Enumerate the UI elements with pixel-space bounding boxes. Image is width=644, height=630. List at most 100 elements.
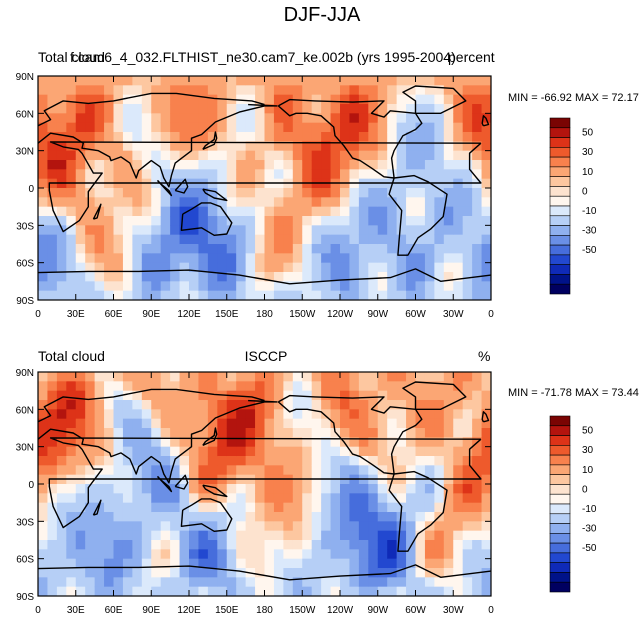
colorbar-box <box>549 244 571 256</box>
coastline-path <box>277 394 423 475</box>
lon-label: 90W <box>367 309 388 320</box>
colorbar-label: 50 <box>582 426 594 437</box>
coastline-path <box>202 427 218 447</box>
lon-label: 120E <box>177 309 201 320</box>
lon-label: 150E <box>215 605 239 616</box>
panel1-center-title: f.cam6_4_032.FLTHIST_ne30.cam7_ke.002b (… <box>70 49 456 65</box>
colorbar-label: -50 <box>582 543 597 554</box>
lon-label: 180 <box>256 605 273 616</box>
lon-label: 90E <box>142 309 160 320</box>
coastline-path <box>277 98 423 179</box>
coastline-path <box>37 92 265 127</box>
colorbar-box <box>549 147 571 158</box>
colorbar-label: 0 <box>582 484 588 495</box>
colorbar-box <box>549 254 571 265</box>
colorbar-box <box>549 533 571 544</box>
colorbar-box <box>549 127 571 138</box>
colorbar-box <box>549 562 571 573</box>
colorbar-box <box>549 166 571 177</box>
colorbar-box <box>549 581 571 593</box>
lat-label: 60S <box>16 555 34 566</box>
data-field <box>38 76 492 301</box>
coastlines <box>37 381 492 581</box>
coastline-path <box>180 498 233 532</box>
coastline-path <box>37 103 278 188</box>
coastline-path <box>37 564 492 581</box>
lon-label: 30E <box>67 309 85 320</box>
coastline-path <box>37 399 278 484</box>
colorbar-box <box>549 215 571 226</box>
coastline-path <box>37 388 265 423</box>
coastlines <box>37 85 492 285</box>
lon-label: 0 <box>35 309 41 320</box>
data-field <box>38 372 492 597</box>
lon-label: 0 <box>488 309 494 320</box>
lon-label: 30W <box>443 605 464 616</box>
panel1-left-title: Total cloud <box>38 49 105 65</box>
coastline-path <box>402 85 467 114</box>
colorbar-box <box>549 186 571 197</box>
lon-label: 0 <box>488 605 494 616</box>
lon-label: 60E <box>105 605 123 616</box>
lon-label: 120W <box>327 605 354 616</box>
panel2-left-title: Total cloud <box>38 348 105 364</box>
colorbar-label: -30 <box>582 225 597 236</box>
colorbar-box <box>549 572 571 583</box>
colorbar-label: 50 <box>582 128 594 139</box>
colorbar-label: 0 <box>582 186 588 197</box>
panel1-right-title: percent <box>448 49 495 65</box>
colorbar-label: -10 <box>582 206 597 217</box>
lon-label: 60W <box>405 605 426 616</box>
coastline-path <box>388 174 448 256</box>
colorbar-box <box>549 225 571 236</box>
lon-label: 90W <box>367 605 388 616</box>
coastline-path <box>48 141 482 233</box>
colorbar-box <box>549 454 571 466</box>
lon-label: 60E <box>105 309 123 320</box>
lon-label: 0 <box>35 605 41 616</box>
lat-label: 30S <box>16 517 34 528</box>
coastline-path <box>481 115 490 127</box>
coastline-path <box>402 381 467 410</box>
colorbar-box <box>549 156 571 168</box>
coastline-path <box>202 131 218 151</box>
coastline-path <box>174 178 189 194</box>
colorbar-box <box>549 552 571 563</box>
coastline-path <box>37 268 492 285</box>
colorbar-label: -50 <box>582 245 597 256</box>
colorbar-label: 30 <box>582 445 594 456</box>
coastline-path <box>156 180 173 197</box>
panel1-colorbar: 50 30 10 0 -10 -30 -50 <box>549 117 597 295</box>
colorbar-box <box>549 176 571 187</box>
colorbar-box <box>549 274 571 285</box>
colorbar-box <box>549 205 571 217</box>
colorbar-label: 30 <box>582 147 594 158</box>
colorbar-box <box>549 415 571 427</box>
lat-label: 30N <box>16 443 34 454</box>
lat-label: 60N <box>16 405 34 416</box>
colorbar-label: -10 <box>582 504 597 515</box>
lat-label: 30N <box>16 147 34 158</box>
colorbar-box <box>549 493 571 505</box>
coastline-path <box>156 476 173 493</box>
coastline-path <box>388 470 448 552</box>
colorbar-box <box>549 195 571 207</box>
lon-label: 150E <box>215 309 239 320</box>
lon-label: 120W <box>327 309 354 320</box>
coastline-path <box>202 484 228 498</box>
lat-label: 90S <box>16 296 34 307</box>
colorbar-box <box>549 513 571 524</box>
lon-label: 90E <box>142 605 160 616</box>
panel2-right-title: % <box>478 348 491 364</box>
lon-label: 150W <box>289 309 316 320</box>
lat-label: 60N <box>16 109 34 120</box>
figure-title: DJF-JJA <box>283 4 361 26</box>
colorbar-box <box>549 484 571 495</box>
colorbar-box <box>549 283 571 295</box>
coastline-path <box>174 474 189 490</box>
coastline-path <box>92 203 102 220</box>
panel2-stats: MIN = -71.78 MAX = 73.44 <box>508 387 639 399</box>
lat-label: 60S <box>16 259 34 270</box>
colorbar-box <box>549 523 571 534</box>
